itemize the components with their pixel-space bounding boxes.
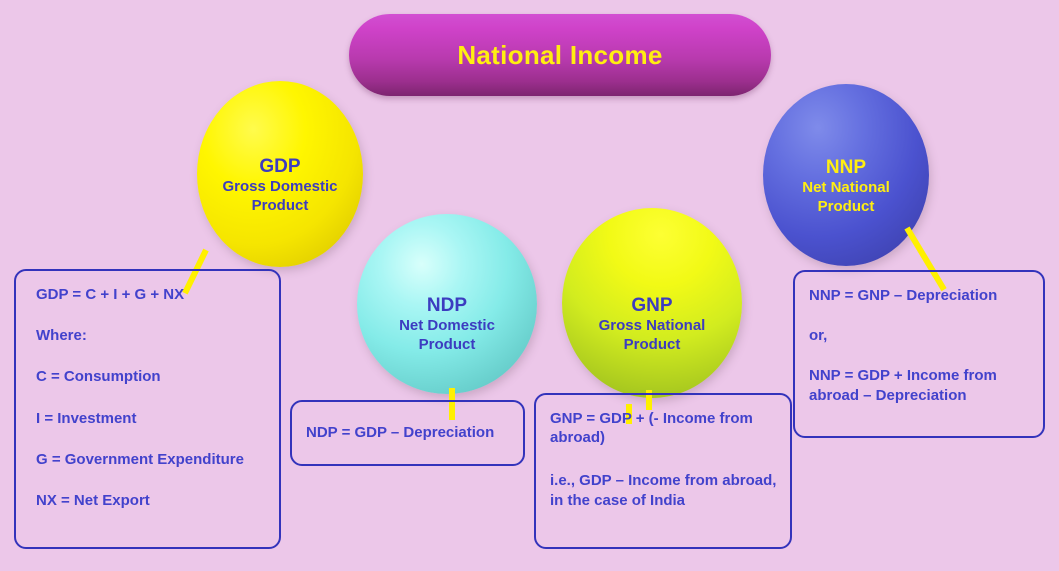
- bubble-ndp: NDP Net Domestic Product: [357, 214, 537, 394]
- national-income-title-banner: National Income: [349, 14, 771, 96]
- formula-box-gdp-lines: GDP = C + I + G + NX Where: C = Consumpt…: [36, 285, 269, 510]
- bubble-gdp-abbr: GDP: [259, 156, 301, 178]
- formula-line: C = Consumption: [36, 368, 161, 386]
- bubble-ndp-subtitle-line1: Net Domestic: [399, 317, 495, 335]
- formula-line: Where:: [36, 327, 87, 345]
- formula-box-gnp-lines: GNP = GDP + (- Income from abroad) i.e.,…: [550, 409, 778, 510]
- bubble-nnp: NNP Net National Product: [763, 84, 929, 266]
- bubble-gdp-subtitle-line1: Gross Domestic: [222, 178, 338, 196]
- page-title: National Income: [457, 39, 663, 70]
- formula-box-nnp: NNP = GNP – Depreciation or, NNP = GDP +…: [793, 270, 1045, 438]
- bubble-gnp-subtitle-line2: Product: [623, 335, 681, 353]
- bubble-gnp-text-group: GNP Gross National Product: [599, 252, 706, 354]
- formula-line: or,: [809, 327, 828, 345]
- connector-gnp-lower: [626, 404, 632, 424]
- formula-box-gdp: GDP = C + I + G + NX Where: C = Consumpt…: [14, 269, 281, 549]
- bubble-gdp-subtitle-line2: Product: [251, 196, 309, 214]
- formula-line: NNP = GDP + Income from abroad – Depreci…: [809, 367, 997, 404]
- formula-line: NX = Net Export: [36, 491, 150, 509]
- formula-line: i.e., GDP – Income from abroad, in the c…: [550, 472, 777, 509]
- formula-line: GDP = C + I + G + NX: [36, 286, 185, 303]
- formula-line: NDP = GDP – Depreciation: [306, 424, 495, 442]
- bubble-nnp-text-group: NNP Net National Product: [802, 134, 890, 216]
- bubble-nnp-abbr: NNP: [825, 157, 867, 179]
- formula-line: I = Investment: [36, 409, 137, 427]
- bubble-nnp-subtitle-line1: Net National: [802, 179, 890, 197]
- bubble-gnp-abbr: GNP: [631, 295, 673, 317]
- formula-line: G = Government Expenditure: [36, 450, 244, 468]
- formula-box-gnp: GNP = GDP + (- Income from abroad) i.e.,…: [534, 393, 792, 549]
- formula-line: NNP = GNP – Depreciation: [809, 287, 998, 304]
- bubble-gnp: GNP Gross National Product: [562, 208, 742, 398]
- bubble-ndp-abbr: NDP: [426, 295, 468, 317]
- formula-box-ndp: NDP = GDP – Depreciation: [290, 400, 525, 466]
- formula-box-nnp-lines: NNP = GNP – Depreciation or, NNP = GDP +…: [809, 286, 1033, 405]
- bubble-nnp-subtitle-line2: Product: [817, 197, 875, 215]
- connector-gnp-upper: [646, 390, 652, 410]
- bubble-ndp-subtitle-line2: Product: [418, 335, 476, 353]
- bubble-gdp: GDP Gross Domestic Product: [197, 81, 363, 267]
- bubble-gdp-text-group: GDP Gross Domestic Product: [222, 133, 337, 215]
- bubble-gnp-subtitle-line1: Gross National: [598, 317, 706, 335]
- formula-line: GNP = GDP + (- Income from abroad): [550, 410, 753, 447]
- bubble-ndp-text-group: NDP Net Domestic Product: [399, 254, 495, 354]
- connector-ndp: [449, 388, 455, 420]
